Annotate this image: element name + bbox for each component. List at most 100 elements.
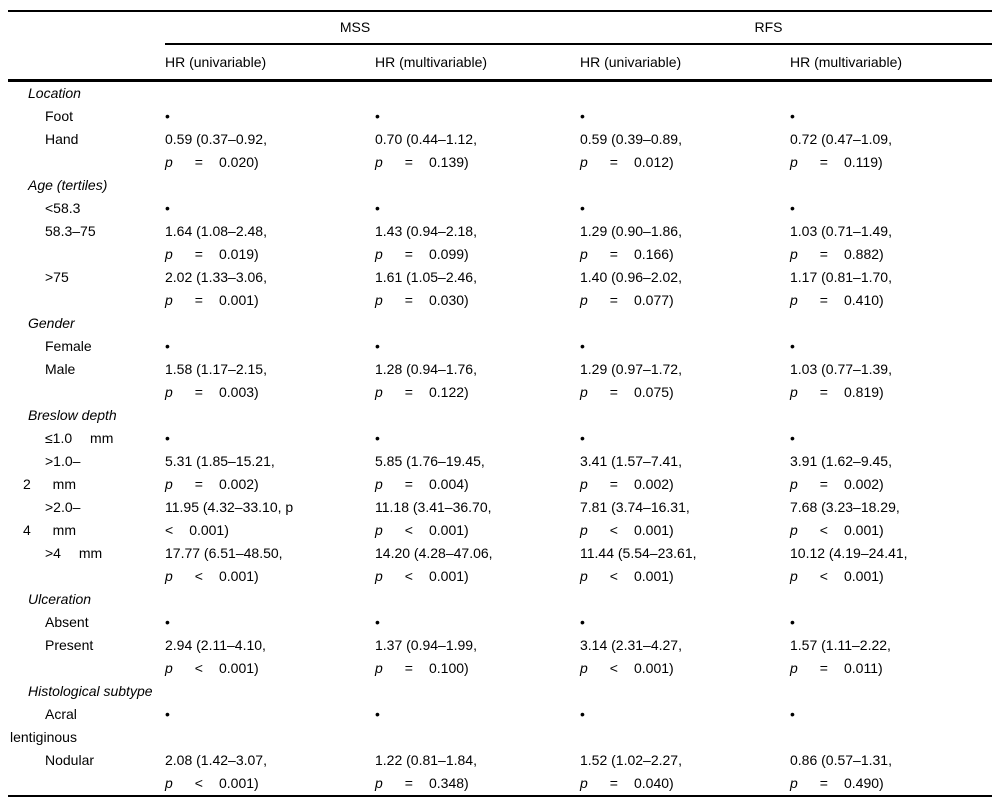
hr-estimate: 2.02 (1.33–3.06, <box>165 269 267 285</box>
p-operator: < <box>194 660 203 676</box>
row-label-line: >1.0– <box>45 453 81 469</box>
hr-cell: 0.59 (0.39–0.89, p = 0.012) <box>580 128 790 174</box>
p-operator: = <box>404 292 413 308</box>
p-value-line: p <0.001) <box>375 519 580 542</box>
p-value-line: p <0.001) <box>580 519 790 542</box>
table-row: Hand 0.59 (0.37–0.92, p = 0.020) 0.70 (0.44–1… <box>8 128 992 174</box>
p-value: 0.001) <box>189 522 229 538</box>
p-symbol: p <box>790 246 798 262</box>
p-symbol: p <box>790 154 798 170</box>
p-value-line: p <0.001) <box>580 657 790 680</box>
hr-cell: 1.61 (1.05–2.46, p = 0.030) <box>375 266 580 312</box>
hr-cell: 1.40 (0.96–2.02, p = 0.077) <box>580 266 790 312</box>
hr-cell: • <box>165 703 375 749</box>
p-value-line: p = 0.882) <box>790 243 992 266</box>
hr-estimate: 17.77 (6.51–48.50, <box>165 545 283 561</box>
row-label: Nodular <box>8 749 165 795</box>
p-value: 0.001) <box>218 568 259 584</box>
row-label-line: Male <box>45 361 76 377</box>
p-operator: = <box>819 775 828 791</box>
reference-bullet: • <box>165 108 170 124</box>
p-value: 0.020) <box>218 154 259 170</box>
p-value-line: p = 0.119) <box>790 151 992 174</box>
hr-cell: 1.43 (0.94–2.18, p = 0.099) <box>375 220 580 266</box>
p-operator: = <box>819 384 828 400</box>
p-operator: < <box>609 522 618 538</box>
group-row: Breslow depth <box>8 404 992 427</box>
hr-estimate: 1.22 (0.81–1.84, <box>375 752 477 768</box>
hr-estimate: 5.31 (1.85–15.21, <box>165 453 275 469</box>
hr-estimate: 0.59 (0.39–0.89, <box>580 131 682 147</box>
hr-estimate: 14.20 (4.28–47.06, <box>375 545 493 561</box>
p-value: 0.882) <box>843 246 884 262</box>
hr-cell: 0.72 (0.47–1.09, p = 0.119) <box>790 128 992 174</box>
p-operator: = <box>404 775 413 791</box>
p-operator: = <box>404 246 413 262</box>
hr-estimate: 0.59 (0.37–0.92, <box>165 131 267 147</box>
p-value: 0.003) <box>218 384 259 400</box>
p-operator: = <box>194 246 203 262</box>
hr-cell: • <box>165 427 375 450</box>
p-value: 0.001) <box>428 522 469 538</box>
p-symbol: p <box>790 476 798 492</box>
p-operator: < <box>404 568 413 584</box>
p-operator: < <box>194 568 203 584</box>
p-value: 0.077) <box>633 292 674 308</box>
p-symbol: p <box>375 292 383 308</box>
p-value-line: p = 0.012) <box>580 151 790 174</box>
p-value: 0.001) <box>633 568 674 584</box>
p-operator: = <box>609 154 618 170</box>
header-corner-cell <box>8 12 165 45</box>
subheader-empty <box>8 45 165 79</box>
column-group-mss: MSS <box>165 12 580 45</box>
table-row: ≤1.0 mm • • • • <box>8 427 992 450</box>
table-row: Absent • • • • <box>8 611 992 634</box>
hr-estimate: 1.52 (1.02–2.27, <box>580 752 682 768</box>
p-symbol: p <box>165 568 173 584</box>
row-label-line: 58.3–75 <box>45 223 96 239</box>
reference-bullet: • <box>580 108 585 124</box>
hr-estimate: 1.28 (0.94–1.76, <box>375 361 477 377</box>
p-operator: = <box>609 775 618 791</box>
p-symbol: p <box>375 476 383 492</box>
p-symbol: p <box>580 292 588 308</box>
p-symbol: p <box>165 660 173 676</box>
p-value: 0.002) <box>633 476 674 492</box>
p-value-line: p = 0.075) <box>580 381 790 404</box>
hr-estimate: 11.95 (4.32–33.10, p <box>165 499 294 515</box>
hr-cell: 0.86 (0.57–1.31, p = 0.490) <box>790 749 992 795</box>
reference-bullet: • <box>165 338 170 354</box>
reference-bullet: • <box>165 706 170 722</box>
p-value-line: p <0.001) <box>790 565 992 588</box>
row-label-line: Nodular <box>45 752 95 768</box>
reference-bullet: • <box>580 706 585 722</box>
group-row: Age (tertiles) <box>8 174 992 197</box>
p-symbol: p <box>375 568 383 584</box>
p-operator: = <box>404 660 413 676</box>
hr-estimate: 2.08 (1.42–3.07, <box>165 752 267 768</box>
p-value-line: p = 0.099) <box>375 243 580 266</box>
p-symbol: p <box>165 476 173 492</box>
p-symbol: p <box>580 384 588 400</box>
p-symbol: p <box>790 568 798 584</box>
p-symbol: p <box>580 246 588 262</box>
row-label-line: Present <box>45 637 94 653</box>
reference-bullet: • <box>790 108 795 124</box>
hr-cell: • <box>580 335 790 358</box>
p-operator: = <box>609 246 618 262</box>
reference-bullet: • <box>165 614 170 630</box>
p-value: 0.030) <box>428 292 469 308</box>
p-value-line: p = 0.002) <box>790 473 992 496</box>
hr-cell: 11.44 (5.54–23.61, p <0.001) <box>580 542 790 588</box>
hr-estimate: 7.81 (3.74–16.31, <box>580 499 690 515</box>
p-symbol: p <box>580 522 588 538</box>
p-symbol: p <box>790 660 798 676</box>
hr-estimate: 1.03 (0.77–1.39, <box>790 361 892 377</box>
hr-cell: 10.12 (4.19–24.41, p <0.001) <box>790 542 992 588</box>
hr-cell: 3.91 (1.62–9.45, p = 0.002) <box>790 450 992 496</box>
hr-cell: 1.03 (0.77–1.39, p = 0.819) <box>790 358 992 404</box>
table-row: <58.3 • • • • <box>8 197 992 220</box>
reference-bullet: • <box>375 706 380 722</box>
p-value-line: p = 0.139) <box>375 151 580 174</box>
p-value-line: p <0.001) <box>790 519 992 542</box>
